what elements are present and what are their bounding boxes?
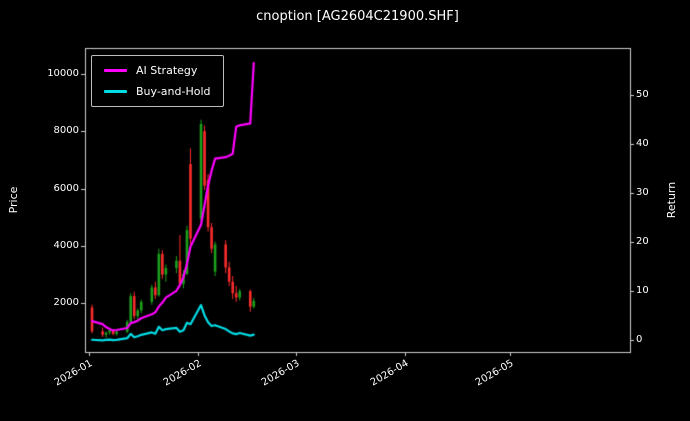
legend-label-ai-strategy: AI Strategy [136, 64, 198, 77]
price-tick-label: 8000 [53, 125, 79, 137]
buy-and-hold-line-swatch [104, 90, 127, 93]
price-tick-label: 2000 [53, 297, 79, 309]
legend: AI Strategy Buy-and-Hold [91, 55, 224, 107]
legend-item-buy-and-hold: Buy-and-Hold [104, 85, 211, 98]
legend-item-ai-strategy: AI Strategy [104, 64, 211, 77]
return-tick-label: 40 [636, 137, 649, 149]
return-tick-label: 30 [636, 186, 649, 198]
legend-label-buy-and-hold: Buy-and-Hold [136, 85, 211, 98]
return-tick-label: 0 [636, 333, 643, 345]
return-tick-label: 10 [636, 284, 649, 296]
ai-strategy-line-swatch [104, 69, 127, 72]
price-tick-label: 6000 [53, 182, 79, 194]
chart-title: cnoption [AG2604C21900.SHF] [256, 9, 459, 24]
price-axis-label: Price [7, 186, 20, 214]
return-tick-label: 50 [636, 88, 649, 100]
price-tick-label: 10000 [47, 67, 79, 79]
price-tick-label: 4000 [53, 239, 79, 251]
return-tick-label: 20 [636, 235, 649, 247]
